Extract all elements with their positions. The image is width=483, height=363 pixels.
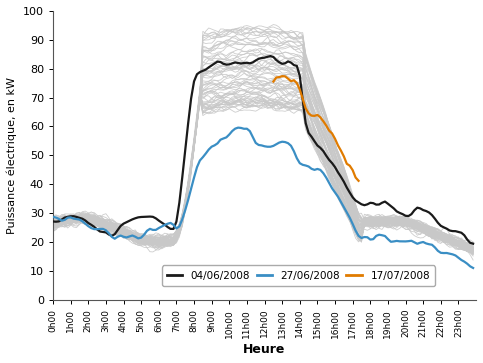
Legend: 04/06/2008, 27/06/2008, 17/07/2008: 04/06/2008, 27/06/2008, 17/07/2008 bbox=[162, 265, 435, 286]
X-axis label: Heure: Heure bbox=[243, 343, 286, 356]
Y-axis label: Puissance électrique, en kW: Puissance électrique, en kW bbox=[7, 77, 17, 234]
